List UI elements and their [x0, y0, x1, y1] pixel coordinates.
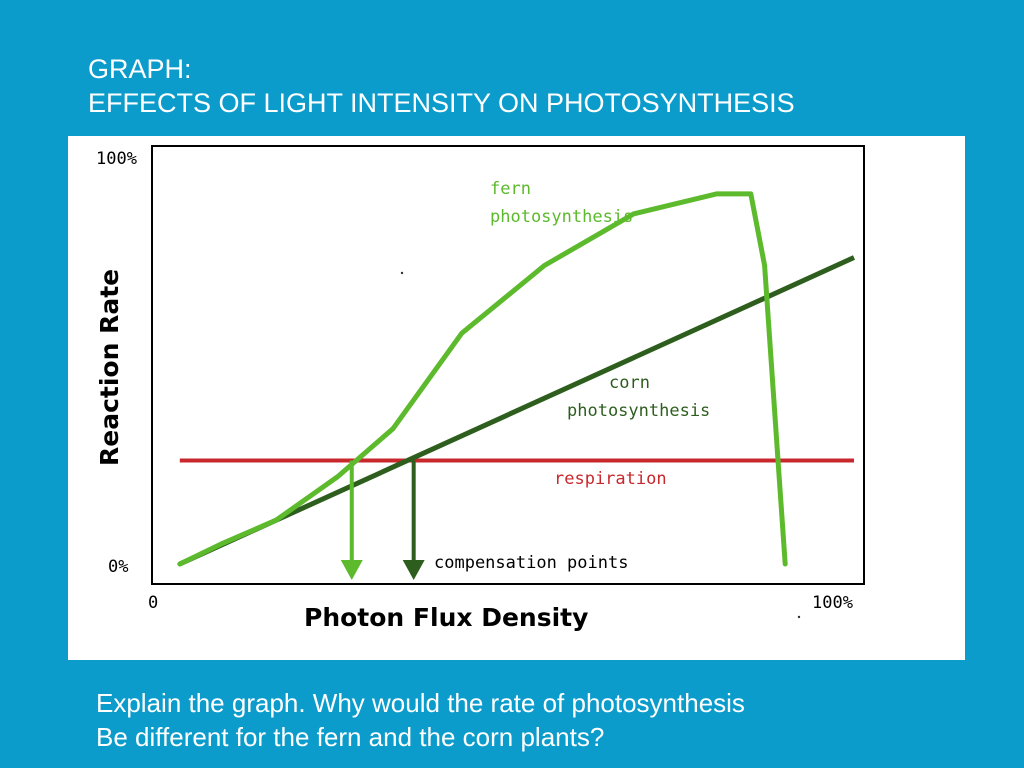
chart: 100% 0% 0 100% Photon Flux Density React… — [95, 145, 865, 632]
discussion-question: Explain the graph. Why would the rate of… — [96, 686, 745, 754]
x-axis-title: Photon Flux Density — [304, 603, 588, 632]
fern-compensation-arrow-head — [340, 560, 363, 580]
corn-compensation-arrow-head — [402, 560, 425, 580]
x-tick-label-left: 0 — [148, 593, 158, 613]
stray-dot — [797, 615, 801, 619]
fern-series-label-line-1: fern — [490, 179, 531, 199]
y-axis-title: Reaction Rate — [95, 269, 124, 466]
x-tick-label-right: 100% — [812, 593, 853, 613]
stray-dot — [400, 271, 404, 275]
compensation-points-label: compensation points — [434, 553, 628, 573]
chart-panel: 100% 0% 0 100% Photon Flux Density React… — [68, 136, 965, 660]
corn-series-label-line-1: corn — [609, 373, 650, 393]
y-tick-label-bottom: 0% — [108, 557, 128, 577]
respiration-series-label: respiration — [554, 469, 667, 489]
corn-series-label-line-2: photosynthesis — [567, 401, 710, 421]
fern-series-label-line-2: photosynthesis — [490, 207, 633, 227]
question-line-1: Explain the graph. Why would the rate of… — [96, 688, 745, 718]
slide-title-line-1: GRAPH: — [88, 54, 192, 84]
fern-series-line — [177, 191, 788, 567]
corn-series-line — [178, 255, 856, 567]
question-line-2: Be different for the fern and the corn p… — [96, 722, 605, 752]
slide-title-line-2: EFFECTS OF LIGHT INTENSITY ON PHOTOSYNTH… — [88, 88, 795, 118]
plot-frame — [151, 145, 865, 585]
slide-title: GRAPH: EFFECTS OF LIGHT INTENSITY ON PHO… — [88, 52, 795, 120]
y-tick-label-top: 100% — [96, 149, 137, 169]
